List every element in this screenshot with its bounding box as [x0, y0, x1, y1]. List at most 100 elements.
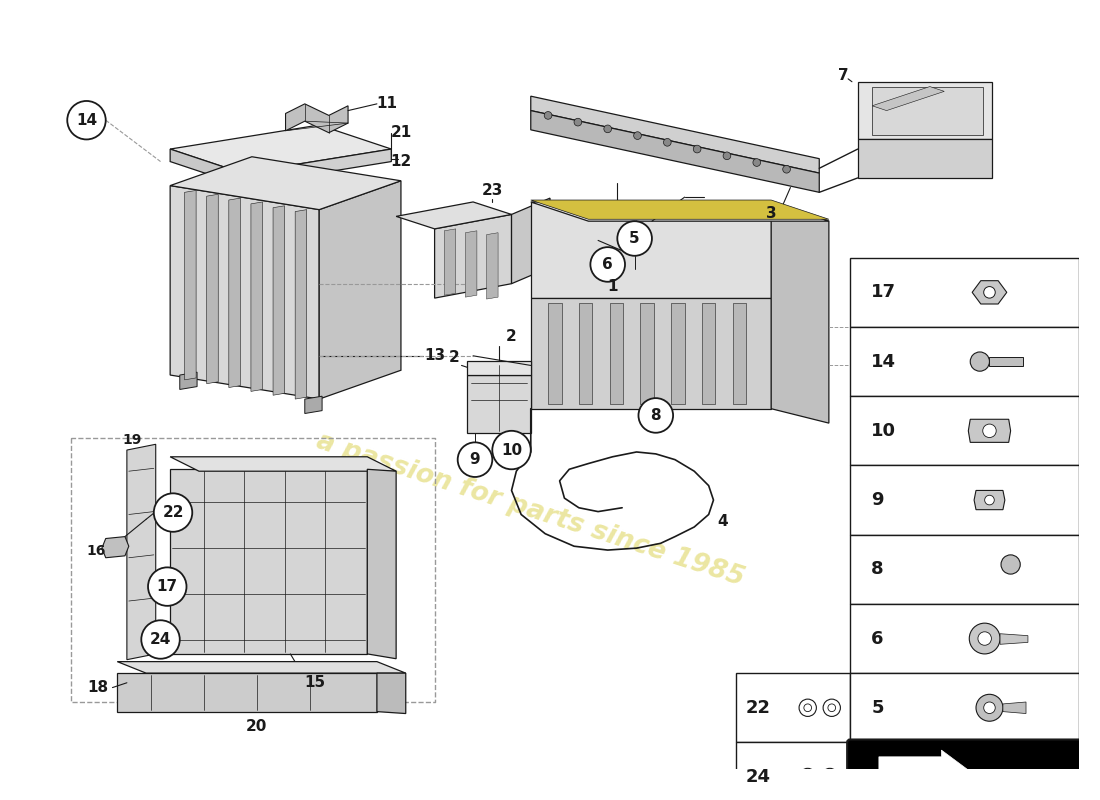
Polygon shape	[118, 662, 406, 673]
Polygon shape	[1003, 702, 1026, 714]
Circle shape	[984, 495, 994, 505]
Polygon shape	[968, 419, 1011, 442]
Text: 9: 9	[871, 491, 883, 509]
Circle shape	[693, 146, 701, 153]
Circle shape	[604, 125, 612, 133]
Circle shape	[976, 694, 1003, 722]
Circle shape	[67, 101, 106, 139]
Circle shape	[617, 221, 652, 256]
Polygon shape	[118, 673, 377, 712]
Polygon shape	[377, 673, 406, 714]
Text: 2: 2	[506, 329, 517, 344]
Circle shape	[978, 632, 991, 646]
Circle shape	[723, 152, 730, 160]
Polygon shape	[170, 125, 392, 173]
Text: 10: 10	[500, 442, 522, 458]
Polygon shape	[531, 110, 820, 192]
Circle shape	[154, 494, 192, 532]
Polygon shape	[319, 181, 400, 399]
Polygon shape	[872, 86, 944, 110]
Polygon shape	[972, 281, 1006, 304]
Polygon shape	[468, 375, 531, 433]
Polygon shape	[1000, 634, 1027, 644]
Text: 5: 5	[871, 698, 883, 717]
Polygon shape	[207, 194, 218, 384]
Text: 12: 12	[390, 154, 411, 169]
Polygon shape	[465, 230, 477, 297]
Polygon shape	[305, 396, 322, 414]
Text: 24: 24	[745, 768, 770, 786]
Text: 16: 16	[87, 544, 106, 558]
Text: 6: 6	[603, 257, 613, 272]
Polygon shape	[975, 490, 1005, 510]
Polygon shape	[468, 361, 531, 375]
Circle shape	[663, 138, 671, 146]
Circle shape	[638, 398, 673, 433]
Circle shape	[591, 247, 625, 282]
Bar	[850, 673, 1079, 742]
Text: 11: 11	[376, 96, 397, 111]
Circle shape	[970, 352, 990, 371]
Polygon shape	[170, 470, 367, 654]
Polygon shape	[879, 750, 975, 800]
Circle shape	[783, 166, 791, 173]
Circle shape	[982, 424, 997, 438]
Circle shape	[458, 442, 493, 477]
Bar	[850, 466, 1079, 534]
FancyBboxPatch shape	[847, 739, 1081, 800]
Polygon shape	[185, 190, 196, 380]
Polygon shape	[858, 139, 992, 178]
Polygon shape	[434, 214, 512, 298]
Polygon shape	[579, 303, 592, 404]
Polygon shape	[367, 470, 396, 658]
Circle shape	[983, 702, 996, 714]
Polygon shape	[179, 372, 197, 390]
Polygon shape	[126, 444, 156, 660]
Polygon shape	[170, 149, 242, 186]
Text: 8: 8	[650, 408, 661, 423]
Bar	[736, 673, 850, 742]
Polygon shape	[609, 303, 623, 404]
Text: 4: 4	[718, 514, 728, 529]
Text: 8: 8	[871, 560, 883, 578]
Text: a passion for parts since 1985: a passion for parts since 1985	[314, 428, 748, 591]
Polygon shape	[444, 229, 455, 295]
Circle shape	[141, 620, 179, 658]
Bar	[850, 258, 1079, 327]
Bar	[850, 534, 1079, 604]
Text: 10: 10	[871, 422, 896, 440]
Text: 20: 20	[246, 718, 267, 734]
Polygon shape	[531, 96, 820, 173]
Circle shape	[493, 431, 531, 470]
Polygon shape	[733, 303, 746, 404]
Polygon shape	[531, 202, 771, 298]
Polygon shape	[702, 303, 715, 404]
Text: 15: 15	[304, 675, 324, 690]
Polygon shape	[286, 104, 348, 133]
Text: 905 02: 905 02	[931, 787, 999, 800]
Bar	[736, 742, 850, 800]
Text: 19: 19	[122, 434, 142, 447]
Text: 22: 22	[163, 505, 184, 520]
Text: 1: 1	[607, 279, 618, 294]
Circle shape	[544, 111, 552, 119]
Polygon shape	[229, 198, 240, 387]
Polygon shape	[486, 233, 498, 299]
Polygon shape	[102, 537, 129, 558]
Text: 3: 3	[766, 206, 777, 221]
Text: 21: 21	[390, 126, 411, 140]
Polygon shape	[671, 303, 684, 404]
Polygon shape	[531, 202, 829, 221]
Polygon shape	[170, 186, 319, 399]
Text: 17: 17	[156, 579, 178, 594]
Circle shape	[574, 118, 582, 126]
Polygon shape	[872, 86, 982, 134]
Polygon shape	[170, 457, 396, 471]
Polygon shape	[531, 298, 771, 409]
Circle shape	[1001, 555, 1020, 574]
Polygon shape	[251, 202, 263, 391]
Polygon shape	[990, 357, 1023, 366]
Text: 22: 22	[745, 698, 770, 717]
Text: 13: 13	[424, 348, 446, 363]
Text: 24: 24	[150, 632, 172, 647]
